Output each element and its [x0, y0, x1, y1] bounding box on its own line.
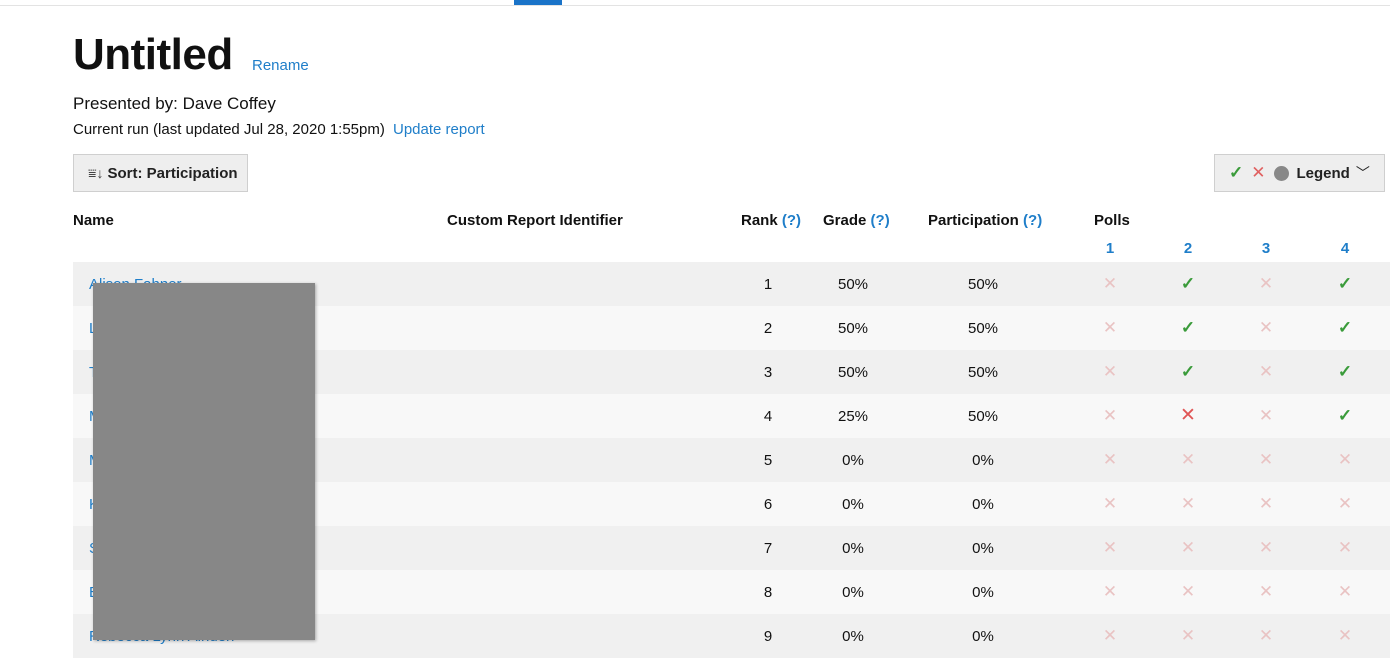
- cross-icon[interactable]: ✕: [1180, 582, 1196, 601]
- poll-number-1[interactable]: 1: [1105, 240, 1115, 257]
- rename-link[interactable]: Rename: [252, 57, 309, 74]
- check-icon[interactable]: ✓: [1180, 318, 1196, 337]
- sort-button-label: Sort: Participation: [107, 164, 238, 182]
- cross-icon[interactable]: ✕: [1337, 538, 1353, 557]
- poll-number-2[interactable]: 2: [1183, 240, 1193, 257]
- participation-cell: 0%: [972, 452, 994, 469]
- header-rank-label[interactable]: Rank: [741, 212, 778, 229]
- grade-cell: 0%: [842, 452, 864, 469]
- grade-cell: 50%: [837, 364, 869, 381]
- cross-icon[interactable]: ✕: [1258, 406, 1274, 425]
- sort-icon: ⩸↓: [88, 164, 104, 181]
- active-tab-indicator[interactable]: [514, 0, 562, 5]
- rank-cell: 9: [763, 628, 773, 645]
- cross-icon[interactable]: ✕: [1102, 318, 1118, 337]
- cross-icon[interactable]: ✕: [1180, 538, 1196, 557]
- check-icon[interactable]: ✓: [1337, 274, 1353, 293]
- poll-number-3[interactable]: 3: [1261, 240, 1271, 257]
- cross-icon[interactable]: ✕: [1102, 494, 1118, 513]
- cross-icon[interactable]: ✕: [1337, 450, 1353, 469]
- cross-icon[interactable]: ✕: [1102, 406, 1118, 425]
- check-icon: ✓: [1229, 163, 1244, 182]
- grade-cell: 50%: [837, 320, 869, 337]
- check-icon[interactable]: ✓: [1337, 406, 1353, 425]
- participation-cell: 0%: [972, 584, 994, 601]
- grade-help-link[interactable]: (?): [870, 212, 890, 229]
- legend-button[interactable]: ✓ ✕ Legend ﹀: [1214, 154, 1385, 192]
- chevron-down-icon: ﹀: [1355, 165, 1370, 181]
- cross-icon[interactable]: ✕: [1258, 494, 1274, 513]
- update-report-link[interactable]: Update report: [393, 121, 485, 138]
- header-polls: Polls: [1094, 212, 1130, 229]
- cross-icon[interactable]: ✕: [1180, 494, 1196, 513]
- cross-icon[interactable]: ✕: [1102, 538, 1118, 557]
- cross-icon[interactable]: ✕: [1180, 405, 1196, 426]
- cross-icon[interactable]: ✕: [1337, 582, 1353, 601]
- participation-cell: 50%: [967, 276, 999, 293]
- header-participation-label[interactable]: Participation: [928, 212, 1019, 229]
- header-name[interactable]: Name: [73, 212, 114, 229]
- participation-cell: 0%: [972, 628, 994, 645]
- rank-cell: 2: [763, 320, 773, 337]
- check-icon[interactable]: ✓: [1337, 318, 1353, 337]
- poll-number-4[interactable]: 4: [1340, 240, 1350, 257]
- header-rank: Rank (?): [741, 212, 801, 229]
- check-icon[interactable]: ✓: [1180, 362, 1196, 381]
- redaction-box: [93, 283, 315, 640]
- sort-button[interactable]: ⩸↓ Sort: Participation: [73, 154, 248, 192]
- rank-cell: 7: [763, 540, 773, 557]
- participation-cell: 50%: [967, 320, 999, 337]
- cross-icon[interactable]: ✕: [1337, 494, 1353, 513]
- rank-cell: 8: [763, 584, 773, 601]
- rank-cell: 4: [763, 408, 773, 425]
- legend-button-label: Legend: [1296, 164, 1350, 182]
- rank-cell: 5: [763, 452, 773, 469]
- header-custom-identifier[interactable]: Custom Report Identifier: [447, 212, 623, 229]
- report-title: Untitled: [73, 30, 233, 79]
- participation-cell: 50%: [967, 408, 999, 425]
- cross-icon[interactable]: ✕: [1258, 538, 1274, 557]
- header-grade: Grade (?): [823, 212, 890, 229]
- rank-cell: 3: [763, 364, 773, 381]
- grade-cell: 0%: [842, 540, 864, 557]
- participation-cell: 0%: [972, 540, 994, 557]
- cross-icon[interactable]: ✕: [1102, 450, 1118, 469]
- check-icon[interactable]: ✓: [1180, 274, 1196, 293]
- header-grade-label[interactable]: Grade: [823, 212, 867, 229]
- cross-icon[interactable]: ✕: [1102, 582, 1118, 601]
- rank-help-link[interactable]: (?): [781, 212, 802, 229]
- grade-cell: 0%: [842, 584, 864, 601]
- cross-icon[interactable]: ✕: [1337, 626, 1353, 645]
- cross-icon: ✕: [1251, 163, 1266, 182]
- presenter-text: Presented by: Dave Coffey: [73, 94, 276, 113]
- run-info-text: Current run (last updated Jul 28, 2020 1…: [73, 121, 385, 138]
- cross-icon[interactable]: ✕: [1258, 362, 1274, 381]
- cross-icon[interactable]: ✕: [1258, 626, 1274, 645]
- cross-icon[interactable]: ✕: [1102, 626, 1118, 645]
- cross-icon[interactable]: ✕: [1258, 582, 1274, 601]
- top-nav-bar: [0, 0, 1390, 6]
- cross-icon[interactable]: ✕: [1102, 274, 1118, 293]
- grade-cell: 0%: [842, 628, 864, 645]
- participation-help-link[interactable]: (?): [1023, 212, 1043, 229]
- participation-cell: 50%: [967, 364, 999, 381]
- rank-cell: 1: [763, 276, 773, 293]
- cross-icon[interactable]: ✕: [1258, 450, 1274, 469]
- cross-icon[interactable]: ✕: [1102, 362, 1118, 381]
- participation-cell: 0%: [972, 496, 994, 513]
- rank-cell: 6: [763, 496, 773, 513]
- header-participation: Participation (?): [928, 212, 1042, 229]
- cross-icon[interactable]: ✕: [1258, 274, 1274, 293]
- grade-cell: 25%: [837, 408, 869, 425]
- cross-icon[interactable]: ✕: [1180, 626, 1196, 645]
- cross-icon[interactable]: ✕: [1258, 318, 1274, 337]
- circle-icon: [1273, 165, 1289, 181]
- check-icon[interactable]: ✓: [1337, 362, 1353, 381]
- grade-cell: 50%: [837, 276, 869, 293]
- cross-icon[interactable]: ✕: [1180, 450, 1196, 469]
- grade-cell: 0%: [842, 496, 864, 513]
